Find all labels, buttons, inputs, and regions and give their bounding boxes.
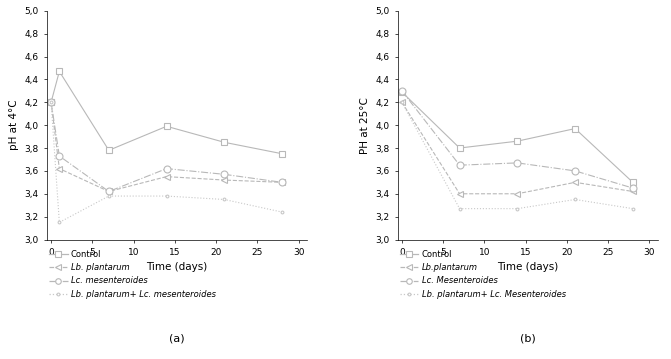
X-axis label: Time (days): Time (days) — [497, 262, 558, 272]
Y-axis label: pH at 4°C: pH at 4°C — [9, 100, 19, 150]
Legend: Control, Lb. plantarum, Lc. mesenteroides, Lb. plantarum+ Lc. mesenteroides: Control, Lb. plantarum, Lc. mesenteroide… — [46, 247, 219, 302]
X-axis label: Time (days): Time (days) — [146, 262, 207, 272]
Text: (b): (b) — [520, 334, 535, 344]
Legend: Control, Lb.plantarum, Lc. Mesenteroides, Lb. plantarum+ Lc. Mesenteroides: Control, Lb.plantarum, Lc. Mesenteroides… — [397, 247, 569, 302]
Text: (a): (a) — [169, 334, 185, 344]
Y-axis label: PH at 25°C: PH at 25°C — [360, 97, 370, 154]
